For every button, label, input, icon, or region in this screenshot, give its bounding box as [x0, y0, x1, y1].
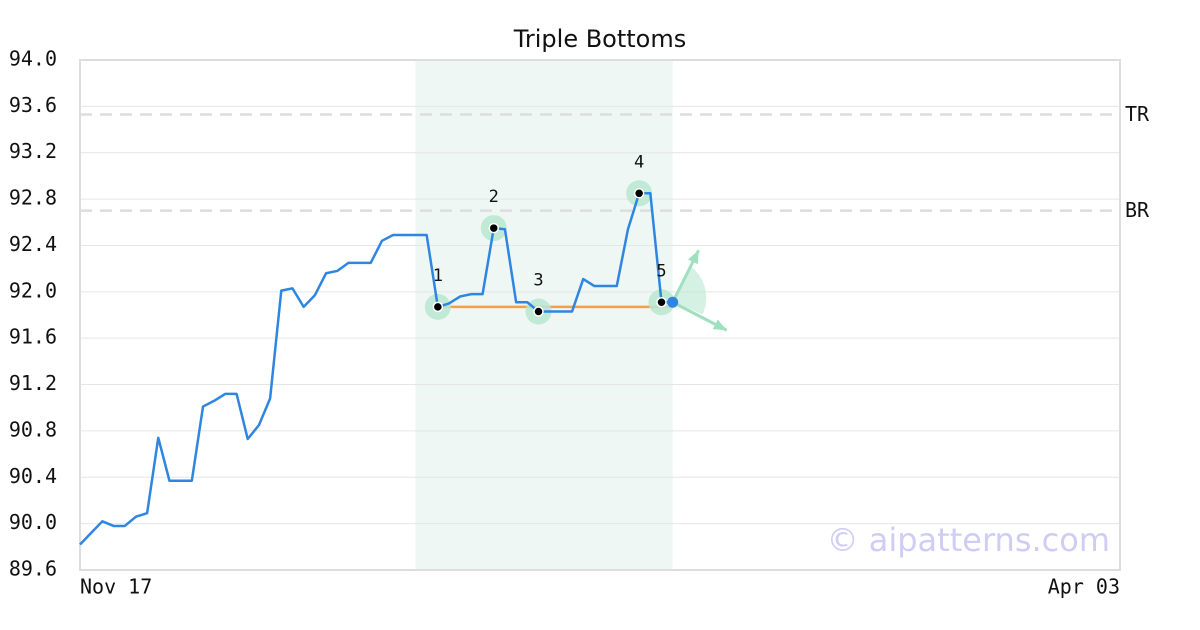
y-tick-label: 94.0 — [9, 47, 57, 71]
x-tick-label: Apr 03 — [1048, 575, 1120, 599]
pattern-point — [656, 297, 667, 308]
level-label: BR — [1125, 198, 1150, 222]
y-tick-label: 90.8 — [9, 417, 57, 441]
watermark: © aipatterns.com — [827, 521, 1110, 559]
price-line — [79, 192, 673, 546]
y-tick-label: 93.2 — [9, 139, 57, 163]
pattern-point-label: 2 — [489, 187, 499, 207]
level-label: TR — [1125, 102, 1150, 126]
y-tick-label: 92.0 — [9, 278, 57, 302]
projection-wedge — [672, 266, 707, 315]
y-tick-label: 92.8 — [9, 186, 57, 210]
y-tick-label: 90.0 — [9, 510, 57, 534]
pattern-point — [633, 188, 645, 199]
chart-title: Triple Bottoms — [513, 25, 687, 53]
y-tick-label: 90.4 — [9, 464, 57, 488]
y-tick-label: 91.6 — [9, 325, 57, 349]
y-tick-label: 91.2 — [9, 371, 57, 395]
pattern-point — [432, 301, 444, 313]
pattern-point-label: 4 — [634, 152, 644, 172]
y-tick-label: 93.6 — [9, 93, 57, 117]
x-tick-label: Nov 17 — [80, 575, 152, 599]
y-tick-label: 92.4 — [9, 232, 57, 256]
pattern-point-label: 5 — [656, 261, 666, 281]
pattern-point — [488, 222, 500, 234]
last-point — [667, 296, 679, 308]
pattern-point-label: 3 — [533, 271, 543, 291]
y-tick-label: 89.6 — [9, 557, 57, 581]
plot-frame — [79, 59, 1121, 571]
arrow-head — [688, 250, 699, 265]
arrow-head — [712, 319, 727, 331]
pattern-point — [533, 306, 544, 317]
pattern-point-label: 1 — [433, 266, 443, 286]
